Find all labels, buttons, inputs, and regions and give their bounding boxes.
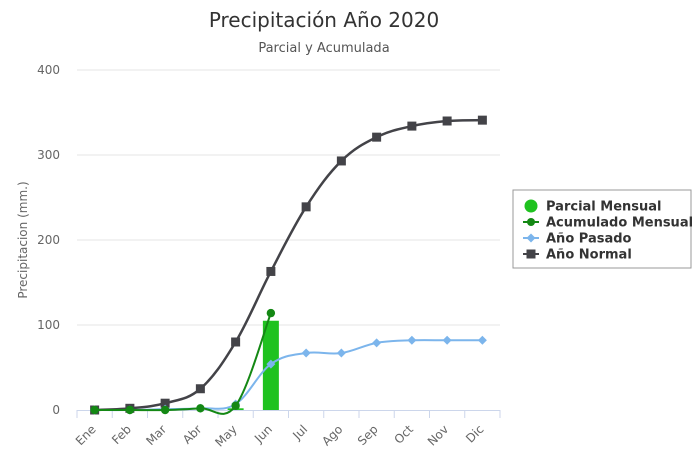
- y-tick-label: 300: [37, 148, 60, 162]
- chart-subtitle: Parcial y Acumulada: [258, 41, 389, 56]
- point-ano-normal: [195, 384, 205, 394]
- y-tick-label: 100: [37, 318, 60, 332]
- legend-symbol: [526, 233, 536, 243]
- point-ano-normal: [160, 398, 170, 408]
- x-tick-label: Jun: [251, 422, 275, 446]
- line-ano-normal: [94, 118, 483, 412]
- legend-symbol: [527, 218, 535, 226]
- point-ano-normal: [372, 132, 382, 142]
- x-tick-label: Oct: [391, 422, 416, 447]
- legend-symbol: [526, 249, 536, 259]
- point-ano-pasado: [336, 348, 346, 358]
- legend-item-parcial-mensual[interactable]: Parcial Mensual: [524, 199, 662, 215]
- y-axis-ticks: 0 100 200 300 400: [37, 63, 60, 417]
- point-ano-normal: [442, 116, 452, 126]
- x-tick-label: Nov: [425, 422, 451, 448]
- x-tick-label: Feb: [109, 422, 134, 447]
- point-ano-pasado: [407, 335, 417, 345]
- x-tick-label: Abr: [180, 422, 205, 447]
- x-tick-label: May: [212, 422, 239, 449]
- point-acumulado-mensual: [90, 405, 99, 415]
- legend-label: Parcial Mensual: [546, 200, 662, 215]
- point-acumulado-mensual: [231, 401, 240, 410]
- line-ano-pasado: [94, 339, 483, 412]
- x-tick-label: Dic: [463, 422, 486, 445]
- series-acumulado-mensual: [90, 308, 276, 415]
- legend-label: Año Pasado: [546, 232, 632, 247]
- point-ano-pasado: [477, 335, 487, 345]
- y-tick-label: 0: [52, 403, 60, 417]
- point-acumulado-mensual: [196, 404, 205, 413]
- point-acumulado-mensual: [160, 405, 170, 415]
- point-ano-normal: [266, 266, 276, 276]
- point-acumulado-mensual: [125, 405, 135, 415]
- x-tick-label: Ene: [73, 422, 99, 448]
- x-tick-label: Ago: [319, 422, 345, 448]
- legend-label: Año Normal: [546, 248, 632, 263]
- line-series: [90, 115, 487, 415]
- point-ano-pasado: [442, 335, 452, 345]
- legend-item-acumulado-mensual[interactable]: Acumulado Mensual: [523, 216, 693, 231]
- chart-title: Precipitación Año 2020: [209, 8, 439, 32]
- legend-item-ano-normal[interactable]: Año Normal: [523, 248, 632, 263]
- legend-box: [512, 189, 692, 269]
- x-tick-label: Jul: [289, 422, 310, 443]
- point-acumulado-mensual: [266, 308, 276, 318]
- legend-item-ano-pasado[interactable]: Año Pasado: [523, 232, 632, 247]
- point-ano-normal: [231, 337, 241, 347]
- point-ano-pasado: [301, 348, 311, 358]
- x-tick-label: Mar: [143, 422, 169, 448]
- x-tick-label: Sep: [355, 422, 381, 448]
- point-ano-pasado: [372, 338, 382, 348]
- series-ano-normal: [90, 115, 487, 415]
- point-ano-normal: [301, 202, 311, 212]
- series-ano-pasado: [90, 335, 487, 415]
- x-axis: Ene Feb Mar Abr May Jun Jul Ago Sep Oct Nov Dic: [73, 410, 501, 450]
- point-ano-normal: [477, 115, 487, 125]
- y-tick-label: 400: [37, 63, 60, 77]
- y-tick-label: 200: [37, 233, 60, 247]
- point-ano-pasado: [266, 359, 276, 369]
- point-ano-normal: [407, 121, 417, 131]
- y-gridlines: [77, 69, 500, 326]
- y-axis-title: Precipitacion (mm.): [16, 181, 30, 298]
- point-ano-normal: [336, 156, 346, 166]
- legend-symbol: [524, 199, 538, 213]
- legend-label: Acumulado Mensual: [546, 216, 693, 231]
